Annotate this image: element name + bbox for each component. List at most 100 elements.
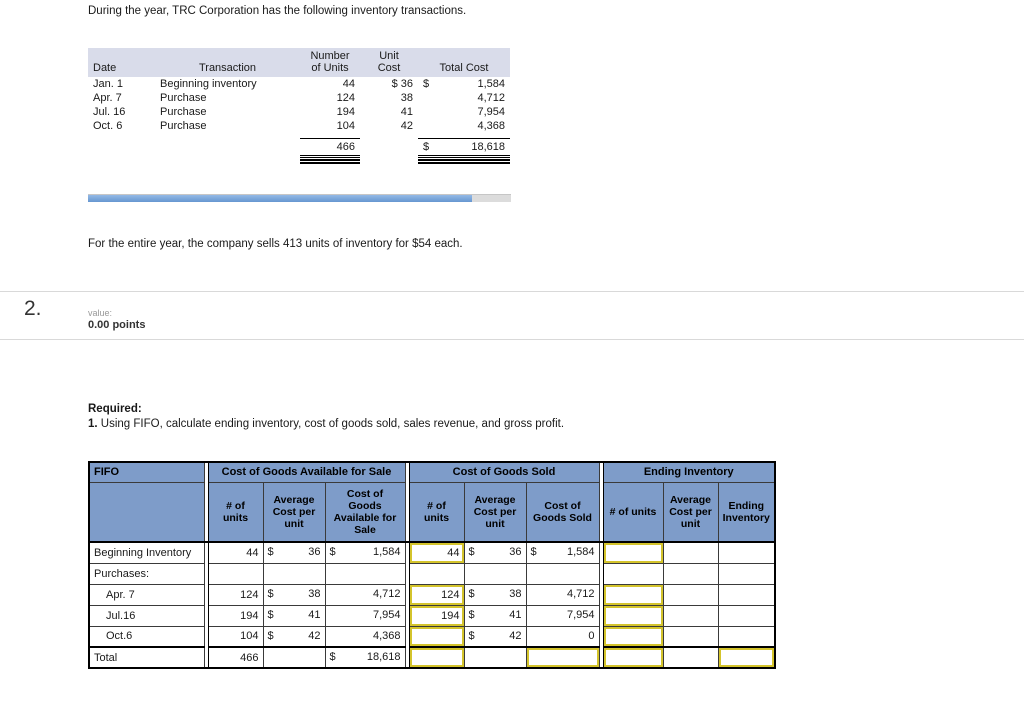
date-cell: Jul. 16 — [93, 106, 126, 118]
value: 38 — [509, 588, 522, 600]
dollar-sign: $ — [329, 651, 336, 663]
cogs-amount-input-total[interactable] — [525, 646, 600, 669]
fifo-row-beginning: Beginning Inventory 44 $36 $1,584 44 $36… — [88, 541, 776, 564]
section-header-goods-sold: Cost of Goods Sold — [408, 461, 600, 483]
question-number: 2. — [24, 297, 42, 320]
col-header-transaction: Transaction — [155, 48, 300, 77]
dollar-sign: $ — [530, 546, 537, 559]
amount-total: $18,618 — [418, 138, 510, 158]
ei-avg-cost-cell — [662, 646, 719, 669]
ga-avg-cost-cell: $36 — [262, 541, 326, 564]
ei-units-input-apr7[interactable] — [602, 583, 664, 606]
cogs-units-input-oct6[interactable] — [408, 625, 465, 648]
col-header-number-of-units: Number of Units — [300, 48, 360, 77]
transaction-row: Jul. 16 Purchase 194 41 7,954 — [88, 105, 510, 119]
ei-amount-cell — [717, 625, 776, 648]
total-value: 4,368 — [477, 120, 505, 132]
ga-units-header: # of units — [207, 481, 264, 543]
ga-amount-header: Cost of Goods Available for Sale — [324, 481, 406, 543]
required-label: Required: — [88, 403, 142, 415]
units-cell: 44 — [342, 78, 355, 90]
value: 18,618 — [366, 651, 401, 663]
date-cell: Jan. 1 — [93, 78, 123, 90]
ei-units-input-total[interactable] — [602, 646, 664, 669]
transaction-cell: Purchase — [160, 92, 207, 104]
intro-text: During the year, TRC Corporation has the… — [88, 5, 467, 17]
col-header-units-line1: Number — [310, 50, 350, 62]
dollar-sign: $ — [267, 609, 274, 621]
dollar-sign: $ — [423, 140, 430, 153]
fifo-row-total: Total 466 $18,618 — [88, 646, 776, 669]
row-label: Beginning Inventory — [88, 541, 205, 564]
total-sum-rule — [418, 133, 510, 139]
cogs-amount-cell — [525, 562, 600, 585]
value: 36 — [308, 546, 321, 559]
horizontal-scrollbar[interactable] — [88, 194, 511, 202]
ei-amount-cell — [717, 562, 776, 585]
empty-cell — [155, 138, 300, 156]
col-header-unit-cost-line1: Unit — [379, 50, 399, 62]
ei-amount-header: Ending Inventory — [717, 481, 776, 543]
cogs-amount-cell: $1,584 — [525, 541, 600, 564]
row-label: Total — [88, 646, 205, 669]
dollar-sign: $ — [468, 629, 475, 642]
ei-avg-cost-cell — [662, 541, 719, 564]
ga-avg-cost-cell: $42 — [262, 625, 326, 648]
ga-avg-cost-cell — [262, 562, 326, 585]
units-cell: 124 — [336, 92, 355, 104]
totals-row: 466 $18,618 — [88, 138, 510, 158]
transaction-cell: Purchase — [160, 120, 207, 132]
ei-amount-cell — [717, 541, 776, 564]
fifo-column-header-row: # of units Average Cost per unit Cost of… — [88, 481, 776, 543]
cogs-units-input-apr7[interactable]: 124 — [408, 583, 465, 606]
ga-amount-cell: 4,368 — [324, 625, 406, 648]
required-block: Required: 1. Using FIFO, calculate endin… — [88, 403, 564, 430]
ei-units-input-beginning[interactable] — [602, 541, 664, 564]
total-double-rule — [418, 156, 510, 164]
unit-cost-cell: 38 — [400, 92, 413, 104]
cogs-units-input-jul16[interactable]: 194 — [408, 604, 465, 627]
cogs-amount-cell: 4,712 — [525, 583, 600, 606]
ga-units-cell: 44 — [207, 541, 264, 564]
row-label: Jul.16 — [88, 604, 205, 627]
row-label: Apr. 7 — [88, 583, 205, 606]
col-header-date: Date — [88, 48, 155, 77]
date-cell: Apr. 7 — [93, 92, 122, 104]
ei-avg-cost-header: Average Cost per unit — [662, 481, 719, 543]
value-label: value: — [88, 308, 113, 318]
transaction-row: Apr. 7 Purchase 124 38 4,712 — [88, 91, 510, 105]
total-value: 4,712 — [477, 92, 505, 104]
value: 41 — [509, 609, 522, 621]
col-header-total-cost: Total Cost — [418, 48, 510, 77]
empty-cell — [360, 156, 418, 161]
dollar-sign: $ — [468, 609, 475, 621]
dollar-sign: $ — [267, 629, 274, 642]
ei-amount-input-total[interactable] — [717, 646, 776, 669]
cogs-units-input-beginning[interactable]: 44 — [408, 541, 465, 564]
fifo-title: FIFO — [88, 461, 205, 483]
ga-avg-cost-cell: $41 — [262, 604, 326, 627]
date-cell: Oct. 6 — [93, 120, 123, 132]
transactions-table: Date Transaction Number of Units Unit Co… — [88, 48, 510, 164]
empty-cell — [360, 138, 418, 156]
cogs-avg-cost-cell: $36 — [463, 541, 527, 564]
cogs-avg-cost-cell: $41 — [463, 604, 527, 627]
col-header-unit-cost-line2: Cost — [377, 62, 401, 74]
units-sum-rule — [300, 133, 360, 139]
scrollbar-thumb[interactable] — [88, 195, 472, 202]
ei-amount-cell — [717, 604, 776, 627]
ga-units-total-cell: 466 — [207, 646, 264, 669]
section-divider-top — [0, 291, 1024, 292]
ei-units-input-oct6[interactable] — [602, 625, 664, 648]
cogs-avg-cost-cell — [463, 562, 527, 585]
fifo-section-header-row: FIFO Cost of Goods Available for Sale Co… — [88, 461, 776, 483]
total-cost-cell: $1,584 — [418, 77, 510, 91]
dollar-sign: $ — [267, 546, 274, 559]
ei-units-input-jul16[interactable] — [602, 604, 664, 627]
ga-avg-cost-cell — [262, 646, 326, 669]
cogs-units-input-total[interactable] — [408, 646, 465, 669]
ga-amount-total-cell: $18,618 — [324, 646, 406, 669]
dollar-sign: $ — [423, 78, 430, 90]
value: 4,368 — [372, 629, 401, 642]
